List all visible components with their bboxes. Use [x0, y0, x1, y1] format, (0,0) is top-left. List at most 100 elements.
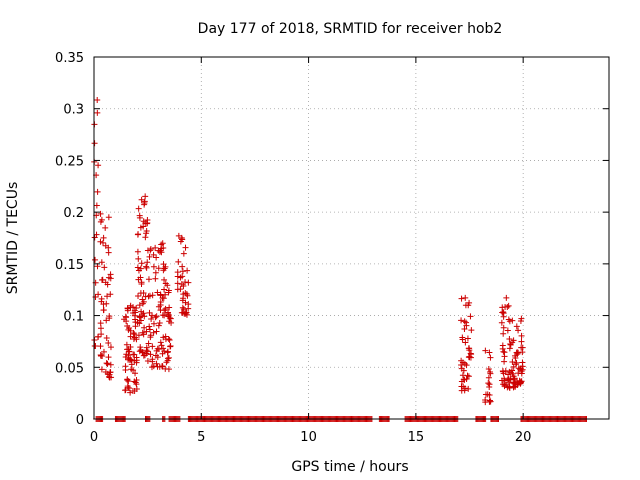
data-point	[145, 340, 152, 347]
data-point	[506, 336, 513, 343]
data-point	[107, 271, 114, 278]
y-tick-label: 0.1	[63, 310, 84, 325]
data-point	[150, 329, 157, 336]
data-point	[507, 341, 514, 348]
data-point	[179, 268, 186, 275]
data-point	[166, 337, 173, 344]
data-point	[467, 313, 474, 320]
data-point	[510, 337, 517, 344]
data-point	[147, 246, 154, 253]
data-point	[95, 162, 102, 169]
data-point	[155, 322, 162, 329]
data-point	[152, 314, 159, 321]
data-point	[141, 324, 148, 331]
data-point	[91, 342, 98, 349]
data-point	[97, 210, 104, 217]
data-point	[178, 236, 185, 243]
grid-lines	[94, 57, 609, 419]
data-point	[182, 279, 189, 286]
data-point	[141, 198, 148, 205]
data-point	[127, 333, 134, 340]
data-point	[100, 348, 107, 355]
data-point	[486, 349, 493, 356]
data-point	[159, 240, 166, 247]
data-point	[162, 305, 169, 312]
data-point	[152, 269, 159, 276]
data-point	[500, 348, 507, 355]
data-point	[131, 334, 138, 341]
data-point	[157, 298, 164, 305]
data-point	[136, 302, 143, 309]
data-point	[133, 305, 140, 312]
data-point	[156, 319, 163, 326]
data-point	[500, 324, 507, 331]
data-point	[143, 227, 150, 234]
data-point	[179, 297, 186, 304]
data-point	[148, 364, 155, 371]
data-point	[179, 263, 186, 270]
data-point	[131, 357, 138, 364]
data-point	[102, 224, 109, 231]
data-point	[166, 318, 173, 325]
data-point	[137, 265, 144, 272]
data-point	[103, 335, 110, 342]
data-point	[158, 342, 165, 349]
data-point	[512, 382, 519, 389]
data-point	[499, 342, 506, 349]
data-point	[153, 328, 160, 335]
data-point	[147, 332, 154, 339]
data-point	[519, 363, 526, 370]
data-point	[131, 331, 138, 338]
data-point	[167, 342, 174, 349]
data-point	[140, 290, 147, 297]
data-point	[103, 360, 110, 367]
data-point	[517, 318, 524, 325]
data-point	[174, 269, 181, 276]
data-point	[486, 381, 493, 388]
data-point	[153, 254, 160, 261]
data-point	[182, 244, 189, 251]
x-tick-label: 20	[515, 430, 532, 445]
data-point	[162, 291, 169, 298]
data-point	[459, 359, 466, 366]
data-point	[462, 294, 469, 301]
data-point	[146, 292, 153, 299]
data-point	[101, 264, 108, 271]
data-point	[94, 109, 101, 116]
data-point	[153, 360, 160, 367]
data-point	[122, 366, 129, 373]
data-point	[513, 359, 520, 366]
data-point	[146, 323, 153, 330]
data-point	[149, 343, 156, 350]
data-point	[95, 291, 102, 298]
y-tick-label: 0.15	[55, 258, 84, 273]
data-point	[465, 302, 472, 309]
data-point	[150, 320, 157, 327]
y-axis-label: SRMTID / TECUs	[5, 182, 21, 295]
data-point	[128, 361, 135, 368]
y-tick-label: 0	[76, 413, 84, 428]
data-point	[164, 349, 171, 356]
data-point	[515, 365, 522, 372]
data-point	[104, 360, 111, 367]
data-point	[183, 291, 190, 298]
data-point	[94, 97, 101, 104]
data-point	[499, 368, 506, 375]
data-point	[499, 377, 506, 384]
data-point	[130, 351, 137, 358]
y-tick-label: 0.25	[55, 154, 84, 169]
data-point	[159, 294, 166, 301]
data-point	[95, 333, 102, 340]
data-point	[145, 293, 152, 300]
data-point	[105, 274, 112, 281]
data-point	[143, 263, 150, 270]
data-point	[157, 339, 164, 346]
data-point	[93, 202, 100, 209]
data-point	[146, 253, 153, 260]
data-point	[135, 255, 142, 262]
data-points	[91, 97, 590, 422]
data-point	[486, 397, 493, 404]
data-point	[105, 354, 112, 361]
data-point	[143, 328, 150, 335]
data-point	[108, 374, 115, 381]
